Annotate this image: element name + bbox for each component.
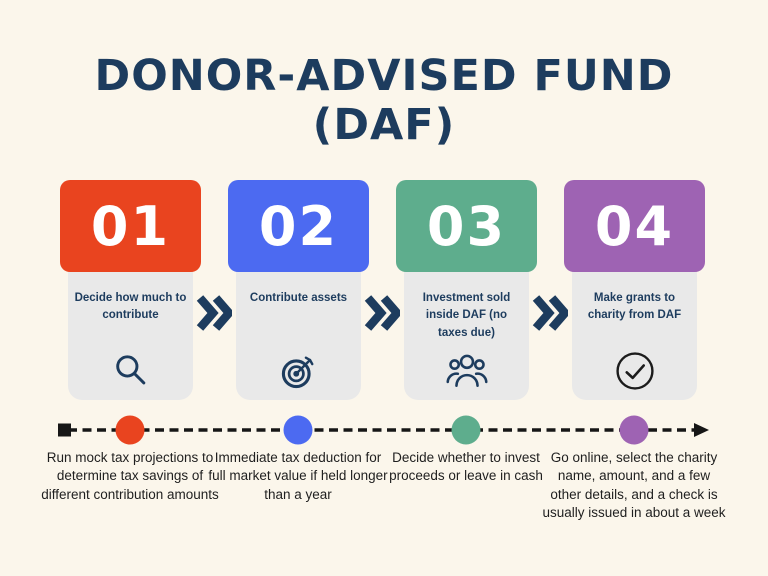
double-chevron-icon [532, 295, 568, 331]
step-2-number-card: 02 [228, 180, 369, 272]
timeline-dot-4 [619, 415, 649, 445]
step-4-number: 04 [594, 194, 675, 258]
timeline-dot-3 [451, 415, 481, 445]
step-3-card-text: Investment sold inside DAF (no taxes due… [422, 292, 511, 339]
check-circle-icon [615, 352, 654, 390]
double-chevron-icon [196, 295, 232, 331]
step-3-timeline-note: Decide whether to invest proceeds or lea… [389, 450, 543, 484]
step-1-card-text: Decide how much to contribute [74, 292, 187, 322]
page-title: DONOR-ADVISED FUND (DAF) [0, 51, 768, 151]
title-line-2: (DAF) [312, 100, 456, 151]
step-4-card: Make grants to charity from DAF [572, 260, 697, 400]
step-2-card-text: Contribute assets [249, 292, 348, 304]
timeline [58, 415, 709, 445]
step-2-number: 02 [258, 194, 339, 258]
timeline-end-arrow [694, 423, 709, 437]
magnifier-icon [115, 355, 145, 385]
timeline-start-square [58, 423, 71, 437]
step-4-timeline-note: Go online, select the charity name, amou… [542, 450, 726, 521]
step-4-number-card: 04 [564, 180, 705, 272]
double-chevron-icon [364, 295, 400, 331]
step-1-number-card: 01 [60, 180, 201, 272]
target-icon [281, 356, 313, 389]
step-3-number: 03 [426, 194, 507, 258]
step-3-card: Investment sold inside DAF (no taxes due… [404, 260, 529, 400]
people-icon [445, 354, 488, 387]
timeline-dot-2 [283, 415, 313, 445]
title-line-1: DONOR-ADVISED FUND [94, 51, 674, 101]
step-4-card-text: Make grants to charity from DAF [587, 292, 682, 322]
step-2-card: Contribute assets [236, 260, 361, 400]
step-3-number-card: 03 [396, 180, 537, 272]
step-1-timeline-note: Run mock tax projections to determine ta… [41, 450, 219, 502]
step-1-number: 01 [90, 194, 171, 258]
timeline-dot-1 [115, 415, 145, 445]
step-2-timeline-note: Immediate tax deduction for full market … [208, 450, 388, 502]
step-1-card: Decide how much to contribute [68, 260, 193, 400]
